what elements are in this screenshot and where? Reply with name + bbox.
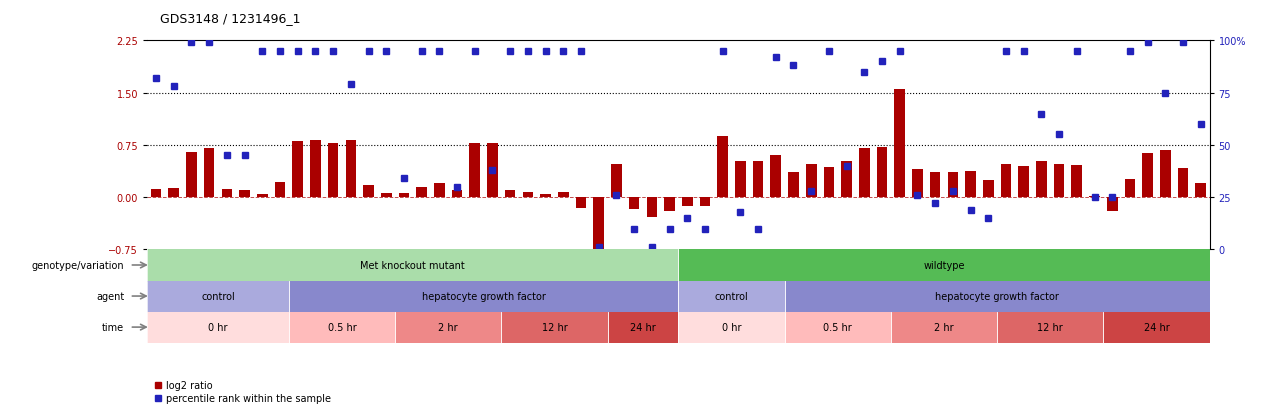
- Text: 12 hr: 12 hr: [541, 322, 567, 332]
- Bar: [753, 161, 763, 198]
- Bar: [913, 170, 923, 198]
- Bar: [169, 189, 179, 198]
- Bar: [310, 141, 321, 198]
- Bar: [364, 185, 374, 198]
- Bar: [221, 190, 232, 198]
- Text: Met knockout mutant: Met knockout mutant: [361, 260, 465, 271]
- Bar: [328, 143, 338, 198]
- Bar: [678, 312, 785, 343]
- Bar: [204, 149, 215, 198]
- Text: GDS3148 / 1231496_1: GDS3148 / 1231496_1: [160, 12, 301, 25]
- Bar: [1107, 198, 1117, 211]
- Bar: [416, 188, 428, 198]
- Bar: [289, 281, 678, 312]
- Bar: [434, 184, 444, 198]
- Bar: [682, 198, 692, 207]
- Bar: [558, 193, 568, 198]
- Bar: [1089, 196, 1100, 198]
- Bar: [771, 156, 781, 198]
- Text: hepatocyte growth factor: hepatocyte growth factor: [936, 291, 1059, 301]
- Bar: [289, 312, 396, 343]
- Bar: [806, 164, 817, 198]
- Text: hepatocyte growth factor: hepatocyte growth factor: [421, 291, 545, 301]
- Text: 0.5 hr: 0.5 hr: [823, 322, 852, 332]
- Text: genotype/variation: genotype/variation: [32, 260, 124, 271]
- Bar: [346, 141, 356, 198]
- Bar: [502, 312, 608, 343]
- Bar: [678, 250, 1210, 281]
- Bar: [452, 191, 462, 198]
- Text: time: time: [102, 322, 124, 332]
- Text: percentile rank within the sample: percentile rank within the sample: [166, 393, 332, 403]
- Bar: [646, 198, 657, 217]
- Bar: [947, 173, 959, 198]
- Text: agent: agent: [96, 291, 124, 301]
- Text: log2 ratio: log2 ratio: [166, 380, 212, 389]
- Bar: [1053, 164, 1065, 198]
- Bar: [664, 198, 675, 211]
- Bar: [735, 161, 746, 198]
- Bar: [929, 173, 941, 198]
- Text: 0.5 hr: 0.5 hr: [328, 322, 356, 332]
- Bar: [611, 164, 622, 198]
- Bar: [628, 198, 640, 209]
- Bar: [594, 198, 604, 257]
- Text: 2 hr: 2 hr: [439, 322, 458, 332]
- Text: 12 hr: 12 hr: [1037, 322, 1064, 332]
- Bar: [891, 312, 997, 343]
- Bar: [1178, 169, 1188, 198]
- Bar: [257, 195, 268, 198]
- Bar: [1001, 164, 1011, 198]
- Text: 24 hr: 24 hr: [630, 322, 655, 332]
- Bar: [965, 171, 975, 198]
- Bar: [785, 281, 1210, 312]
- Bar: [895, 90, 905, 198]
- Bar: [1036, 161, 1047, 198]
- Bar: [1196, 184, 1206, 198]
- Bar: [504, 191, 516, 198]
- Bar: [841, 161, 852, 198]
- Bar: [788, 173, 799, 198]
- Text: control: control: [201, 291, 236, 301]
- Text: 0 hr: 0 hr: [722, 322, 741, 332]
- Bar: [381, 194, 392, 198]
- Bar: [488, 143, 498, 198]
- Text: 24 hr: 24 hr: [1143, 322, 1170, 332]
- Bar: [983, 181, 993, 198]
- Bar: [186, 152, 197, 198]
- Bar: [823, 167, 835, 198]
- Bar: [470, 143, 480, 198]
- Bar: [147, 281, 289, 312]
- Bar: [151, 190, 161, 198]
- Bar: [147, 312, 289, 343]
- Bar: [608, 312, 678, 343]
- Text: control: control: [714, 291, 749, 301]
- Bar: [540, 195, 550, 198]
- Bar: [1071, 166, 1082, 198]
- Bar: [1142, 154, 1153, 198]
- Bar: [1103, 312, 1210, 343]
- Bar: [147, 250, 678, 281]
- Bar: [576, 198, 586, 209]
- Bar: [275, 183, 285, 198]
- Bar: [1019, 166, 1029, 198]
- Bar: [398, 194, 410, 198]
- Bar: [1125, 180, 1135, 198]
- Bar: [396, 312, 502, 343]
- Bar: [859, 149, 869, 198]
- Text: 0 hr: 0 hr: [209, 322, 228, 332]
- Bar: [292, 142, 303, 198]
- Bar: [700, 198, 710, 207]
- Bar: [239, 191, 250, 198]
- Bar: [522, 192, 534, 198]
- Bar: [785, 312, 891, 343]
- Text: 2 hr: 2 hr: [934, 322, 954, 332]
- Bar: [717, 137, 728, 198]
- Bar: [997, 312, 1103, 343]
- Bar: [678, 281, 785, 312]
- Bar: [877, 148, 887, 198]
- Text: wildtype: wildtype: [923, 260, 965, 271]
- Bar: [1160, 150, 1171, 198]
